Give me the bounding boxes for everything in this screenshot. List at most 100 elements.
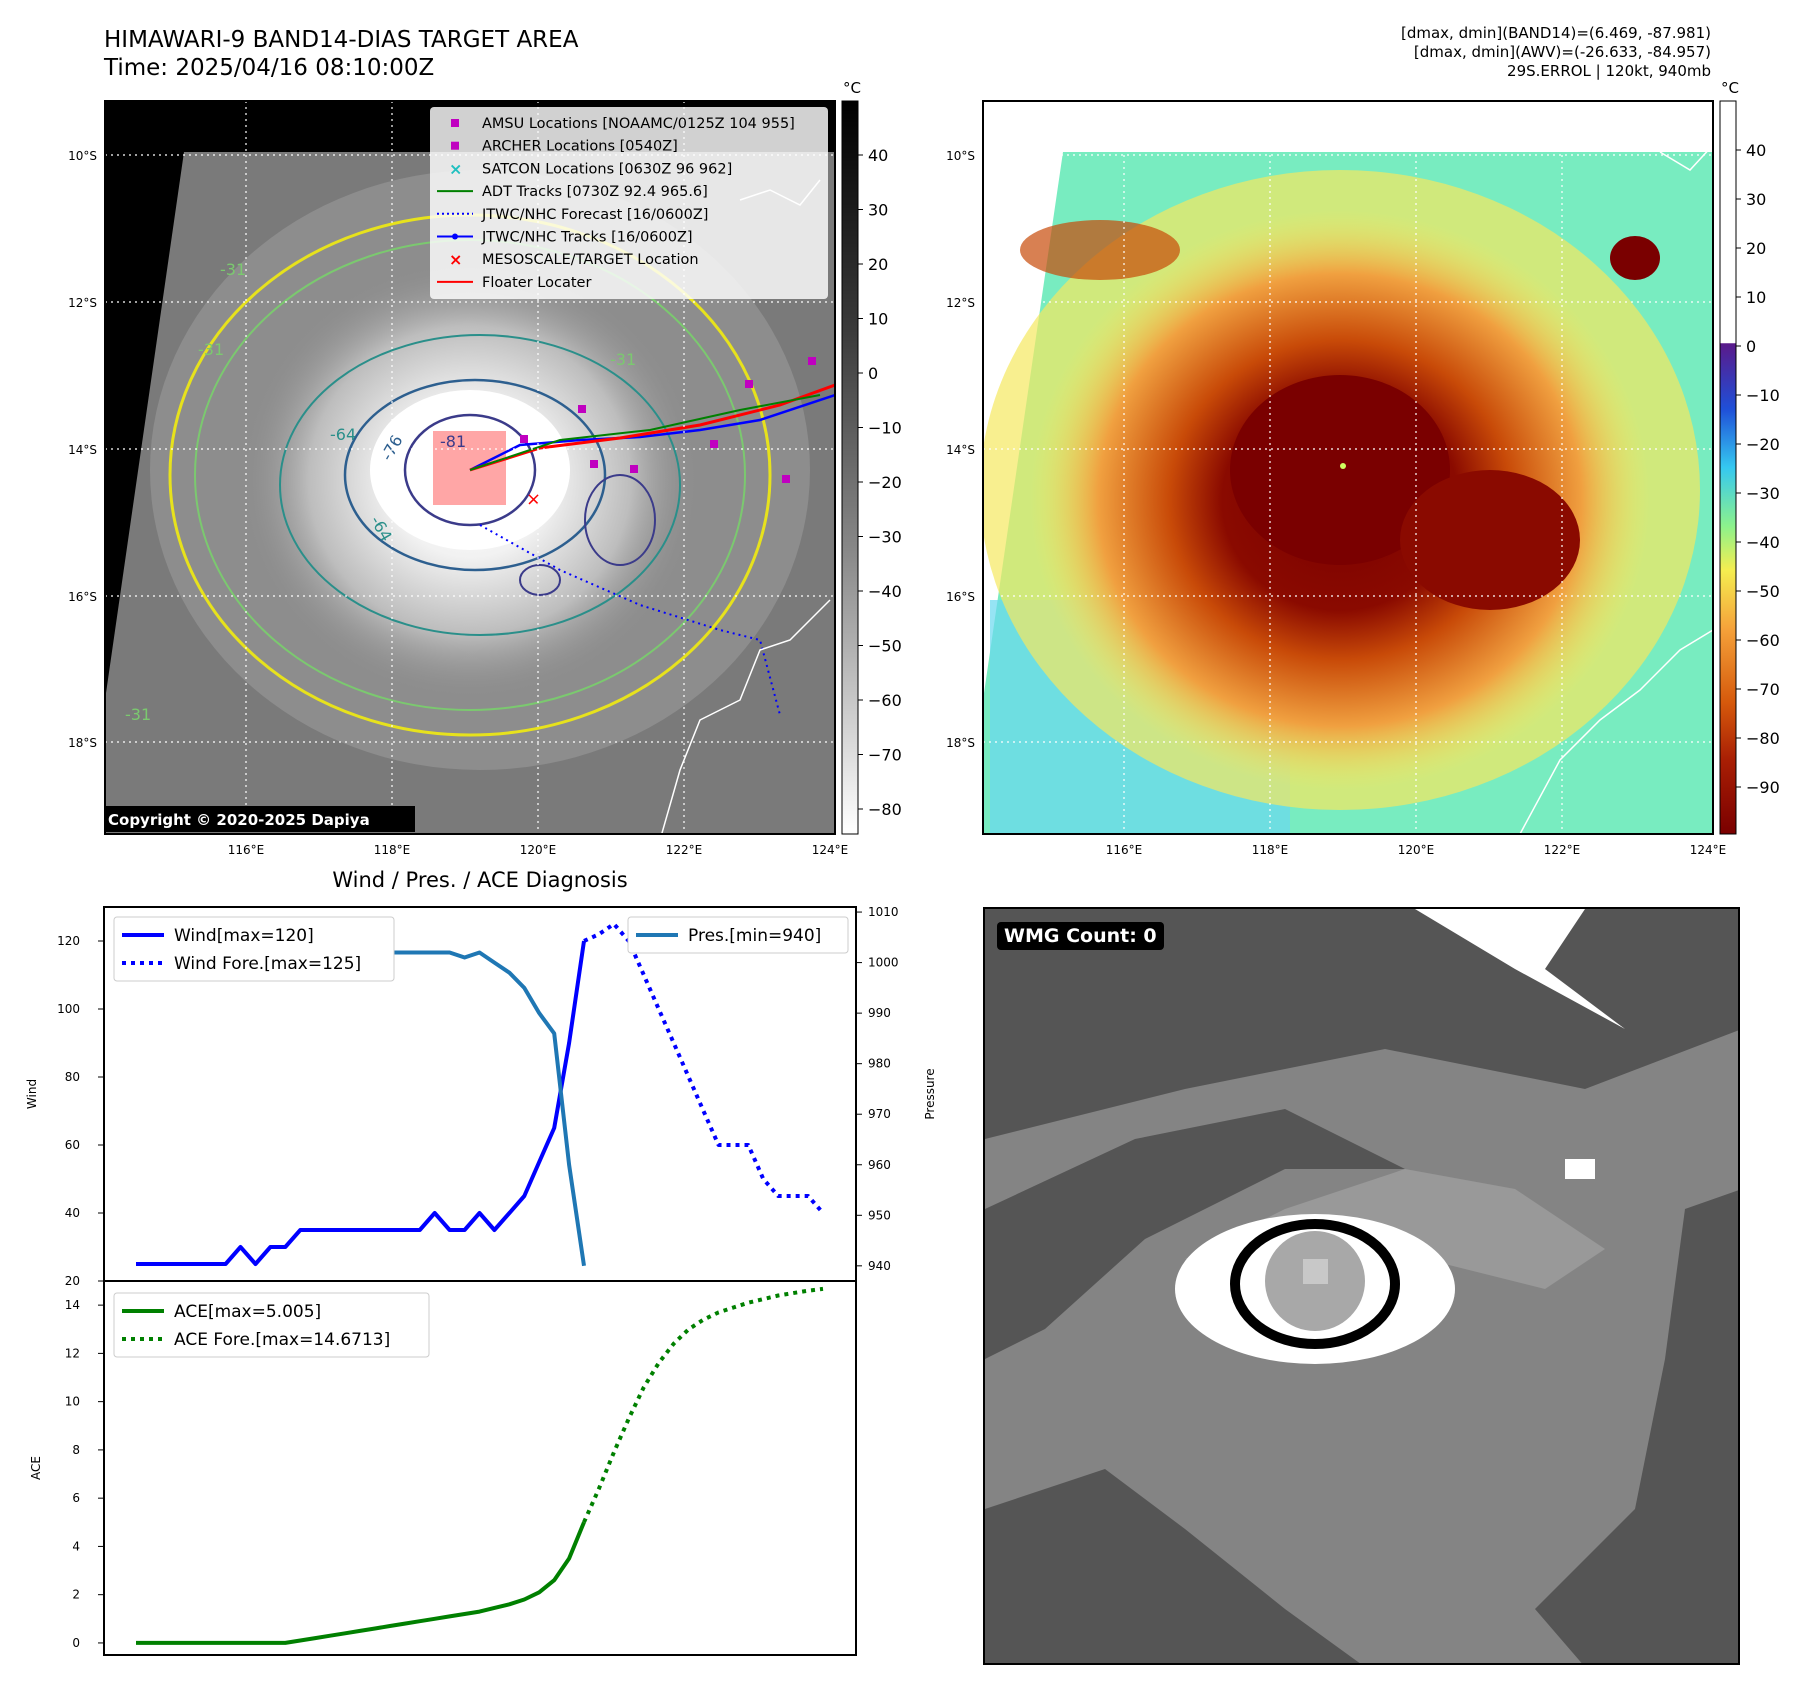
diagnosis-chart: Wind / Pres. / ACE Diagnosis Wind Pressu… (25, 868, 937, 1656)
lon-label: 122°E (1544, 843, 1581, 857)
colorbar-tick: −30 (868, 528, 902, 547)
colorbar-tick: 20 (868, 255, 888, 274)
legend-label: ACE Fore.[max=14.6713] (174, 1330, 390, 1350)
colorbar-tick: −20 (1746, 435, 1780, 454)
y2-tick-label: 990 (868, 1006, 891, 1020)
contour-label: -64 (330, 425, 356, 444)
y-tick-label: 120 (57, 934, 80, 948)
ir-colorbar-unit: °C (843, 79, 861, 97)
lat-label: 16°S (946, 590, 975, 604)
y2-tick-label: 960 (868, 1158, 891, 1172)
awv-colorbar (1719, 100, 1737, 835)
lat-label: 16°S (68, 590, 97, 604)
lon-label: 124°E (1690, 843, 1727, 857)
legend-label: ARCHER Locations [0540Z] (482, 139, 678, 155)
title-line-2: Time: 2025/04/16 08:10:00Z (104, 55, 435, 81)
colorbar-tick: −40 (868, 582, 902, 601)
y-tick-label: 0 (72, 1636, 80, 1650)
lon-label: 120°E (1398, 843, 1435, 857)
legend-label: Pres.[min=940] (688, 926, 821, 946)
contour-label: -81 (440, 432, 466, 451)
svg-text:×: × (526, 489, 541, 510)
legend-marker: × (449, 159, 462, 178)
chart-legend (113, 1292, 430, 1358)
lon-label: 118°E (1252, 843, 1289, 857)
lat-label: 10°S (68, 149, 97, 163)
colorbar-tick: 30 (1746, 190, 1766, 209)
contour-label: -31 (198, 340, 224, 359)
colorbar-tick: −40 (1746, 533, 1780, 552)
series-line (136, 940, 586, 1266)
wmg-count-badge: WMG Count: 0 (997, 922, 1164, 950)
legend-marker (451, 119, 459, 127)
lon-label: 118°E (374, 843, 411, 857)
colorbar-tick: −80 (1746, 729, 1780, 748)
legend-label: Wind[max=120] (174, 926, 314, 946)
colorbar-tick: −60 (868, 691, 902, 710)
lat-label: 14°S (68, 443, 97, 457)
y2-tick-label: 940 (868, 1259, 891, 1273)
y2-tick-label: 970 (868, 1107, 891, 1121)
y-tick-label: 100 (57, 1002, 80, 1016)
colorbar-tick: −10 (1746, 386, 1780, 405)
awv-panel: °C 403020100−10−20−30−40−50−60−70−80−90 … (946, 79, 1780, 857)
legend-label: JTWC/NHC Tracks [16/0600Z] (481, 230, 693, 246)
lon-label: 116°E (228, 843, 265, 857)
awv-colorbar-unit: °C (1721, 79, 1739, 97)
legend-label: ADT Tracks [0730Z 92.4 965.6] (482, 184, 708, 200)
colorbar-tick: 10 (868, 310, 888, 329)
lat-label: 12°S (68, 296, 97, 310)
awv-colorbar-ticks: 40 30 20 10 0 −10 −20 −30 −40 −50 −60 −70 −80 −90 (1736, 141, 1780, 797)
pressure-axis-label: Pressure (923, 1068, 937, 1119)
series-line (582, 1286, 824, 1524)
y-tick-label: 60 (65, 1138, 80, 1152)
y-tick-label: 8 (72, 1443, 80, 1457)
colorbar-tick: −60 (1746, 631, 1780, 650)
lon-label: 120°E (520, 843, 557, 857)
colorbar-tick: 30 (868, 201, 888, 220)
colorbar-tick: −50 (868, 637, 902, 656)
colorbar-tick: 10 (1746, 288, 1766, 307)
colorbar-tick: 40 (1746, 141, 1766, 160)
wind-axis-label: Wind (25, 1079, 39, 1109)
colorbar-tick: −10 (868, 419, 902, 438)
y-tick-label: 6 (72, 1491, 80, 1505)
colorbar-tick: −70 (868, 746, 902, 765)
ace-axis-label: ACE (29, 1456, 43, 1480)
contour-label: -31 (125, 705, 151, 724)
legend-label: MESOSCALE/TARGET Location (482, 252, 699, 268)
chart-title: Wind / Pres. / ACE Diagnosis (332, 868, 627, 892)
lon-label: 116°E (1106, 843, 1143, 857)
chart-legend (113, 916, 395, 982)
y-tick-label: 12 (65, 1346, 80, 1360)
storm-info: [dmax, dmin](BAND14)=(6.469, -87.981) [d… (1401, 24, 1711, 81)
legend-label: JTWC/NHC Forecast [16/0600Z] (481, 207, 708, 223)
lat-label: 18°S (68, 736, 97, 750)
info-line-1: [dmax, dmin](BAND14)=(6.469, -87.981) (1400, 24, 1711, 42)
legend-label: ACE[max=5.005] (174, 1302, 321, 1322)
ir-colorbar (841, 100, 859, 835)
legend-marker (451, 141, 459, 150)
y2-tick-label: 950 (868, 1208, 891, 1222)
y2-tick-label: 1010 (868, 905, 899, 919)
figure-title: HIMAWARI-9 BAND14-DIAS TARGET AREA Time:… (104, 26, 578, 82)
legend-label: Floater Locater (482, 275, 591, 291)
lat-label: 18°S (946, 736, 975, 750)
legend-label: Wind Fore.[max=125] (174, 954, 361, 974)
copyright-text: Copyright © 2020-2025 Dapiya (108, 811, 370, 829)
colorbar-tick: −80 (868, 800, 902, 819)
y-tick-label: 80 (65, 1070, 80, 1084)
lat-label: 14°S (946, 443, 975, 457)
info-line-2: [dmax, dmin](AWV)=(-26.633, -84.957) (1413, 43, 1711, 61)
legend-label: SATCON Locations [0630Z 96 962] (482, 161, 732, 177)
colorbar-tick: 0 (868, 364, 878, 383)
contour-label: -31 (610, 350, 636, 369)
y2-tick-label: 980 (868, 1057, 891, 1071)
y-tick-label: 2 (72, 1588, 80, 1602)
y2-tick-label: 1000 (868, 956, 899, 970)
lat-label: 12°S (946, 296, 975, 310)
legend-marker: × (449, 250, 462, 269)
y-tick-label: 20 (65, 1274, 80, 1288)
y-tick-label: 10 (65, 1395, 80, 1409)
lon-label: 124°E (812, 843, 849, 857)
